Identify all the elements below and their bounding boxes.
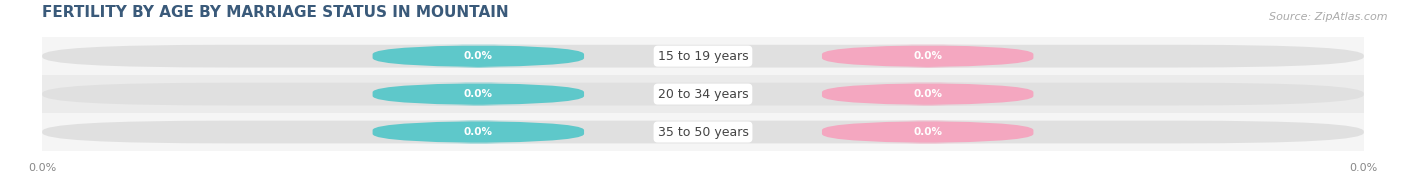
FancyBboxPatch shape [823, 45, 1033, 68]
FancyBboxPatch shape [373, 45, 583, 68]
Text: 0.0%: 0.0% [912, 89, 942, 99]
Text: 0.0%: 0.0% [464, 89, 494, 99]
Text: 15 to 19 years: 15 to 19 years [658, 50, 748, 63]
FancyBboxPatch shape [42, 83, 1364, 105]
Text: 0.0%: 0.0% [464, 51, 494, 61]
FancyBboxPatch shape [373, 121, 583, 143]
FancyBboxPatch shape [373, 83, 583, 105]
Text: Source: ZipAtlas.com: Source: ZipAtlas.com [1270, 12, 1388, 22]
Bar [42, 37, 1364, 75]
FancyBboxPatch shape [42, 45, 1364, 68]
Text: 0.0%: 0.0% [464, 127, 494, 137]
Text: 0.0%: 0.0% [912, 127, 942, 137]
FancyBboxPatch shape [823, 121, 1033, 143]
Text: FERTILITY BY AGE BY MARRIAGE STATUS IN MOUNTAIN: FERTILITY BY AGE BY MARRIAGE STATUS IN M… [42, 5, 509, 20]
Text: 20 to 34 years: 20 to 34 years [658, 88, 748, 101]
Text: 0.0%: 0.0% [912, 51, 942, 61]
Text: 35 to 50 years: 35 to 50 years [658, 125, 748, 139]
Bar [42, 75, 1364, 113]
FancyBboxPatch shape [823, 83, 1033, 105]
FancyBboxPatch shape [42, 121, 1364, 143]
Bar [42, 113, 1364, 151]
